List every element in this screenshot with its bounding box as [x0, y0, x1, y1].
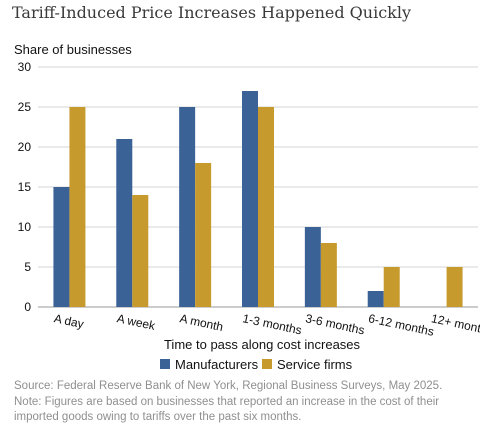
- y-tick-label: 5: [24, 260, 31, 274]
- legend-swatch-manufacturers: [160, 359, 170, 369]
- x-tick-labels: A day A week A month 1-3 months 3-6 months 6-…: [53, 311, 480, 339]
- y-axis-label: Share of businesses: [14, 42, 132, 57]
- bar-manufacturers-4: [304, 227, 321, 307]
- legend: Manufacturers Service firms: [160, 357, 353, 372]
- bar-manufacturers-1: [116, 139, 133, 307]
- bar-manufacturers-2: [179, 107, 196, 307]
- y-tick-label: 20: [18, 140, 32, 154]
- bar-manufacturers-5: [367, 291, 384, 307]
- x-tick-label: A month: [179, 311, 225, 334]
- legend-label-manufacturers: Manufacturers: [175, 357, 259, 372]
- bar-service-firms-4: [320, 243, 337, 307]
- methodology-note: Note: Figures are based on businesses th…: [14, 395, 440, 424]
- bar-service-firms-2: [195, 163, 212, 307]
- bar-service-firms-3: [258, 107, 274, 307]
- y-tick-label: 10: [18, 220, 32, 234]
- bar-service-firms-5: [383, 267, 400, 307]
- bar-manufacturers-0: [53, 187, 70, 307]
- y-tick-label: 15: [18, 180, 32, 194]
- chart-title: Tariff-Induced Price Increases Happened …: [12, 3, 412, 22]
- y-tick-label: 0: [24, 300, 31, 314]
- x-tick-label: 6-12 months: [367, 311, 435, 339]
- x-tick-label: A week: [116, 311, 158, 333]
- bars: [53, 91, 463, 307]
- source-note: Source: Federal Reserve Bank of New York…: [14, 380, 443, 392]
- legend-swatch-service-firms: [262, 359, 272, 369]
- bar-service-firms-0: [69, 107, 86, 307]
- bar-service-firms-6: [446, 267, 463, 307]
- chart-footer: Source: Federal Reserve Bank of New York…: [14, 379, 474, 426]
- x-tick-label: 1-3 months: [241, 311, 303, 337]
- x-tick-label: A day: [53, 311, 85, 331]
- x-axis-label: Time to pass along cost increases: [164, 337, 361, 352]
- x-tick-label: 12+ months: [430, 311, 480, 338]
- bar-manufacturers-3: [242, 91, 258, 307]
- legend-label-service-firms: Service firms: [277, 357, 353, 372]
- y-tick-label: 30: [18, 60, 32, 74]
- y-tick-label: 25: [18, 100, 32, 114]
- bar-service-firms-1: [132, 195, 149, 307]
- x-tick-label: 3-6 months: [304, 311, 366, 337]
- y-tick-labels: 0 5 10 15 20 25 30: [18, 60, 32, 314]
